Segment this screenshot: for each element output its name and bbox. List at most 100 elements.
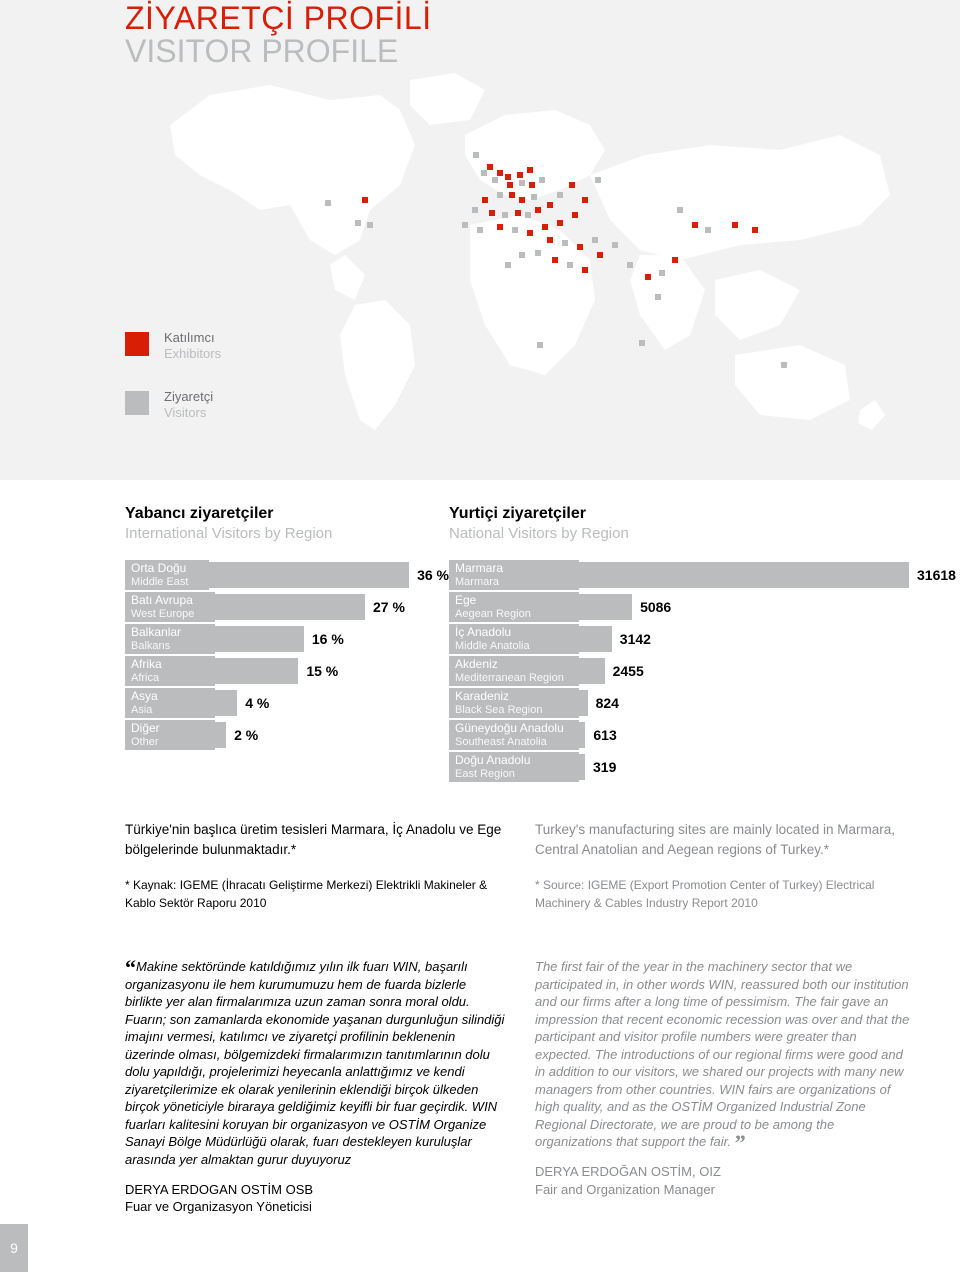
intl-bar-fill (209, 562, 409, 588)
map-dot-exhibitor (497, 170, 503, 176)
map-dot-exhibitor (645, 274, 651, 280)
natl-bar-value: 3142 (620, 631, 651, 647)
quote-tr-text: Makine sektöründe katıldığımız yılın ilk… (125, 959, 504, 1167)
map-dot-exhibitor (505, 174, 511, 180)
intl-bar-fill (215, 626, 304, 652)
quote-en: The first fair of the year in the machin… (535, 958, 915, 1216)
map-dot-visitor (531, 194, 537, 200)
map-dot-visitor (325, 200, 331, 206)
intl-bar-track: 27 % (215, 592, 449, 622)
intl-bar-row: AfrikaAfrica 15 % (125, 656, 449, 686)
natl-bar-label: EgeAegean Region (449, 592, 579, 622)
natl-bar-fill (579, 626, 612, 652)
exhibitor-swatch (125, 332, 149, 356)
natl-bar-label-en: Mediterranean Region (455, 672, 573, 684)
natl-bar-track: 31618 (579, 560, 956, 590)
intl-bar-row: DiğerOther 2 % (125, 720, 449, 750)
natl-bar-row: Güneydoğu AnadoluSoutheast Anatolia613 (449, 720, 956, 750)
intl-bar-label-tr: Batı Avrupa (131, 594, 209, 607)
map-dot-exhibitor (482, 197, 488, 203)
natl-bar-track: 824 (579, 688, 956, 718)
map-dot-visitor (367, 222, 373, 228)
intl-bar-label: AsyaAsia (125, 688, 215, 718)
map-dot-exhibitor (582, 197, 588, 203)
intl-bar-value: 16 % (312, 631, 344, 647)
map-dot-exhibitor (752, 227, 758, 233)
natl-bar-row: MarmaraMarmara 31618 (449, 560, 956, 590)
map-dot-visitor (535, 250, 541, 256)
map-dot-visitor (505, 262, 511, 268)
legend-visitors-en: Visitors (164, 405, 213, 421)
map-dot-exhibitor (597, 252, 603, 258)
natl-bar-track: 3142 (579, 624, 956, 654)
natl-bar-value: 31618 (917, 567, 956, 583)
map-dot-visitor (659, 270, 665, 276)
intl-bar-label: DiğerOther (125, 720, 215, 750)
map-dot-visitor (781, 362, 787, 368)
intl-bar-label-en: Other (131, 736, 209, 748)
quote-columns: “Makine sektöründe katıldığımız yılın il… (125, 958, 915, 1216)
map-dot-exhibitor (487, 164, 493, 170)
intl-bar-label-en: Middle East (131, 576, 203, 588)
map-dot-exhibitor (692, 222, 698, 228)
map-dot-exhibitor (547, 202, 553, 208)
map-dot-visitor (595, 177, 601, 183)
natl-bar-chart: MarmaraMarmara31618EgeAegean Region5086İ… (449, 560, 956, 784)
legend-visitors: Ziyaretçi Visitors (125, 389, 221, 422)
intl-bar-label-tr: Diğer (131, 722, 209, 735)
map-dot-exhibitor (507, 182, 513, 188)
map-dot-visitor (502, 212, 508, 218)
visitor-swatch (125, 391, 149, 415)
quote-tr-sig2: Fuar ve Organizasyon Yöneticisi (125, 1198, 505, 1216)
natl-title-tr: Yurtiçi ziyaretçiler (449, 505, 925, 523)
natl-bar-label-tr: Ege (455, 594, 573, 607)
natl-bar-fill (579, 562, 909, 588)
natl-bar-fill (579, 658, 605, 684)
legend-exhibitors-en: Exhibitors (164, 346, 221, 362)
intl-bar-track: 16 % (215, 624, 449, 654)
natl-bar-label: MarmaraMarmara (449, 560, 579, 590)
map-dot-exhibitor (552, 257, 558, 263)
map-dot-visitor (639, 340, 645, 346)
intl-bar-label: Orta DoğuMiddle East (125, 560, 209, 590)
charts: Yabancı ziyaretçiler International Visit… (125, 505, 925, 784)
world-map-svg (160, 55, 900, 455)
map-dot-exhibitor (497, 224, 503, 230)
map-dot-visitor (492, 177, 498, 183)
map-dot-visitor (462, 222, 468, 228)
intl-bar-row: AsyaAsia 4 % (125, 688, 449, 718)
natl-bar-row: İç AnadoluMiddle Anatolia3142 (449, 624, 956, 654)
legend-exhibitors: Katılımcı Exhibitors (125, 330, 221, 363)
intl-bar-label-tr: Orta Doğu (131, 562, 203, 575)
map-dot-visitor (677, 207, 683, 213)
natl-bar-label-en: Black Sea Region (455, 704, 573, 716)
map-dot-visitor (355, 220, 361, 226)
description-columns: Türkiye'nin başlıca üretim tesisleri Mar… (125, 820, 915, 912)
natl-bar-label-tr: Marmara (455, 562, 573, 575)
map-dot-visitor (705, 227, 711, 233)
natl-bar-label-tr: Doğu Anadolu (455, 754, 573, 767)
close-quote-icon: ” (735, 1130, 746, 1155)
map-dot-visitor (519, 252, 525, 258)
natl-bar-label-tr: Akdeniz (455, 658, 573, 671)
intl-bar-track: 15 % (215, 656, 449, 686)
intl-bar-label-en: Africa (131, 672, 209, 684)
natl-bar-track: 319 (579, 752, 956, 782)
natl-bar-label: KaradenizBlack Sea Region (449, 688, 579, 718)
map-dot-visitor (477, 227, 483, 233)
map-dot-visitor (473, 152, 479, 158)
quote-en-sig1: DERYA ERDOĞAN OSTİM, OIZ (535, 1163, 915, 1181)
natl-bar-row: Doğu AnadoluEast Region319 (449, 752, 956, 782)
map-dot-visitor (519, 180, 525, 186)
intl-bar-value: 4 % (245, 695, 269, 711)
natl-bar-label: Güneydoğu AnadoluSoutheast Anatolia (449, 720, 579, 750)
map-dot-exhibitor (572, 212, 578, 218)
map-dot-visitor (525, 212, 531, 218)
intl-bar-label-tr: Afrika (131, 658, 209, 671)
natl-bar-value: 824 (596, 695, 619, 711)
legend-visitors-tr: Ziyaretçi (164, 389, 213, 405)
map-dot-exhibitor (527, 230, 533, 236)
intl-bar-value: 2 % (234, 727, 258, 743)
quote-en-sig2: Fair and Organization Manager (535, 1181, 915, 1199)
para-tr: Türkiye'nin başlıca üretim tesisleri Mar… (125, 820, 505, 859)
